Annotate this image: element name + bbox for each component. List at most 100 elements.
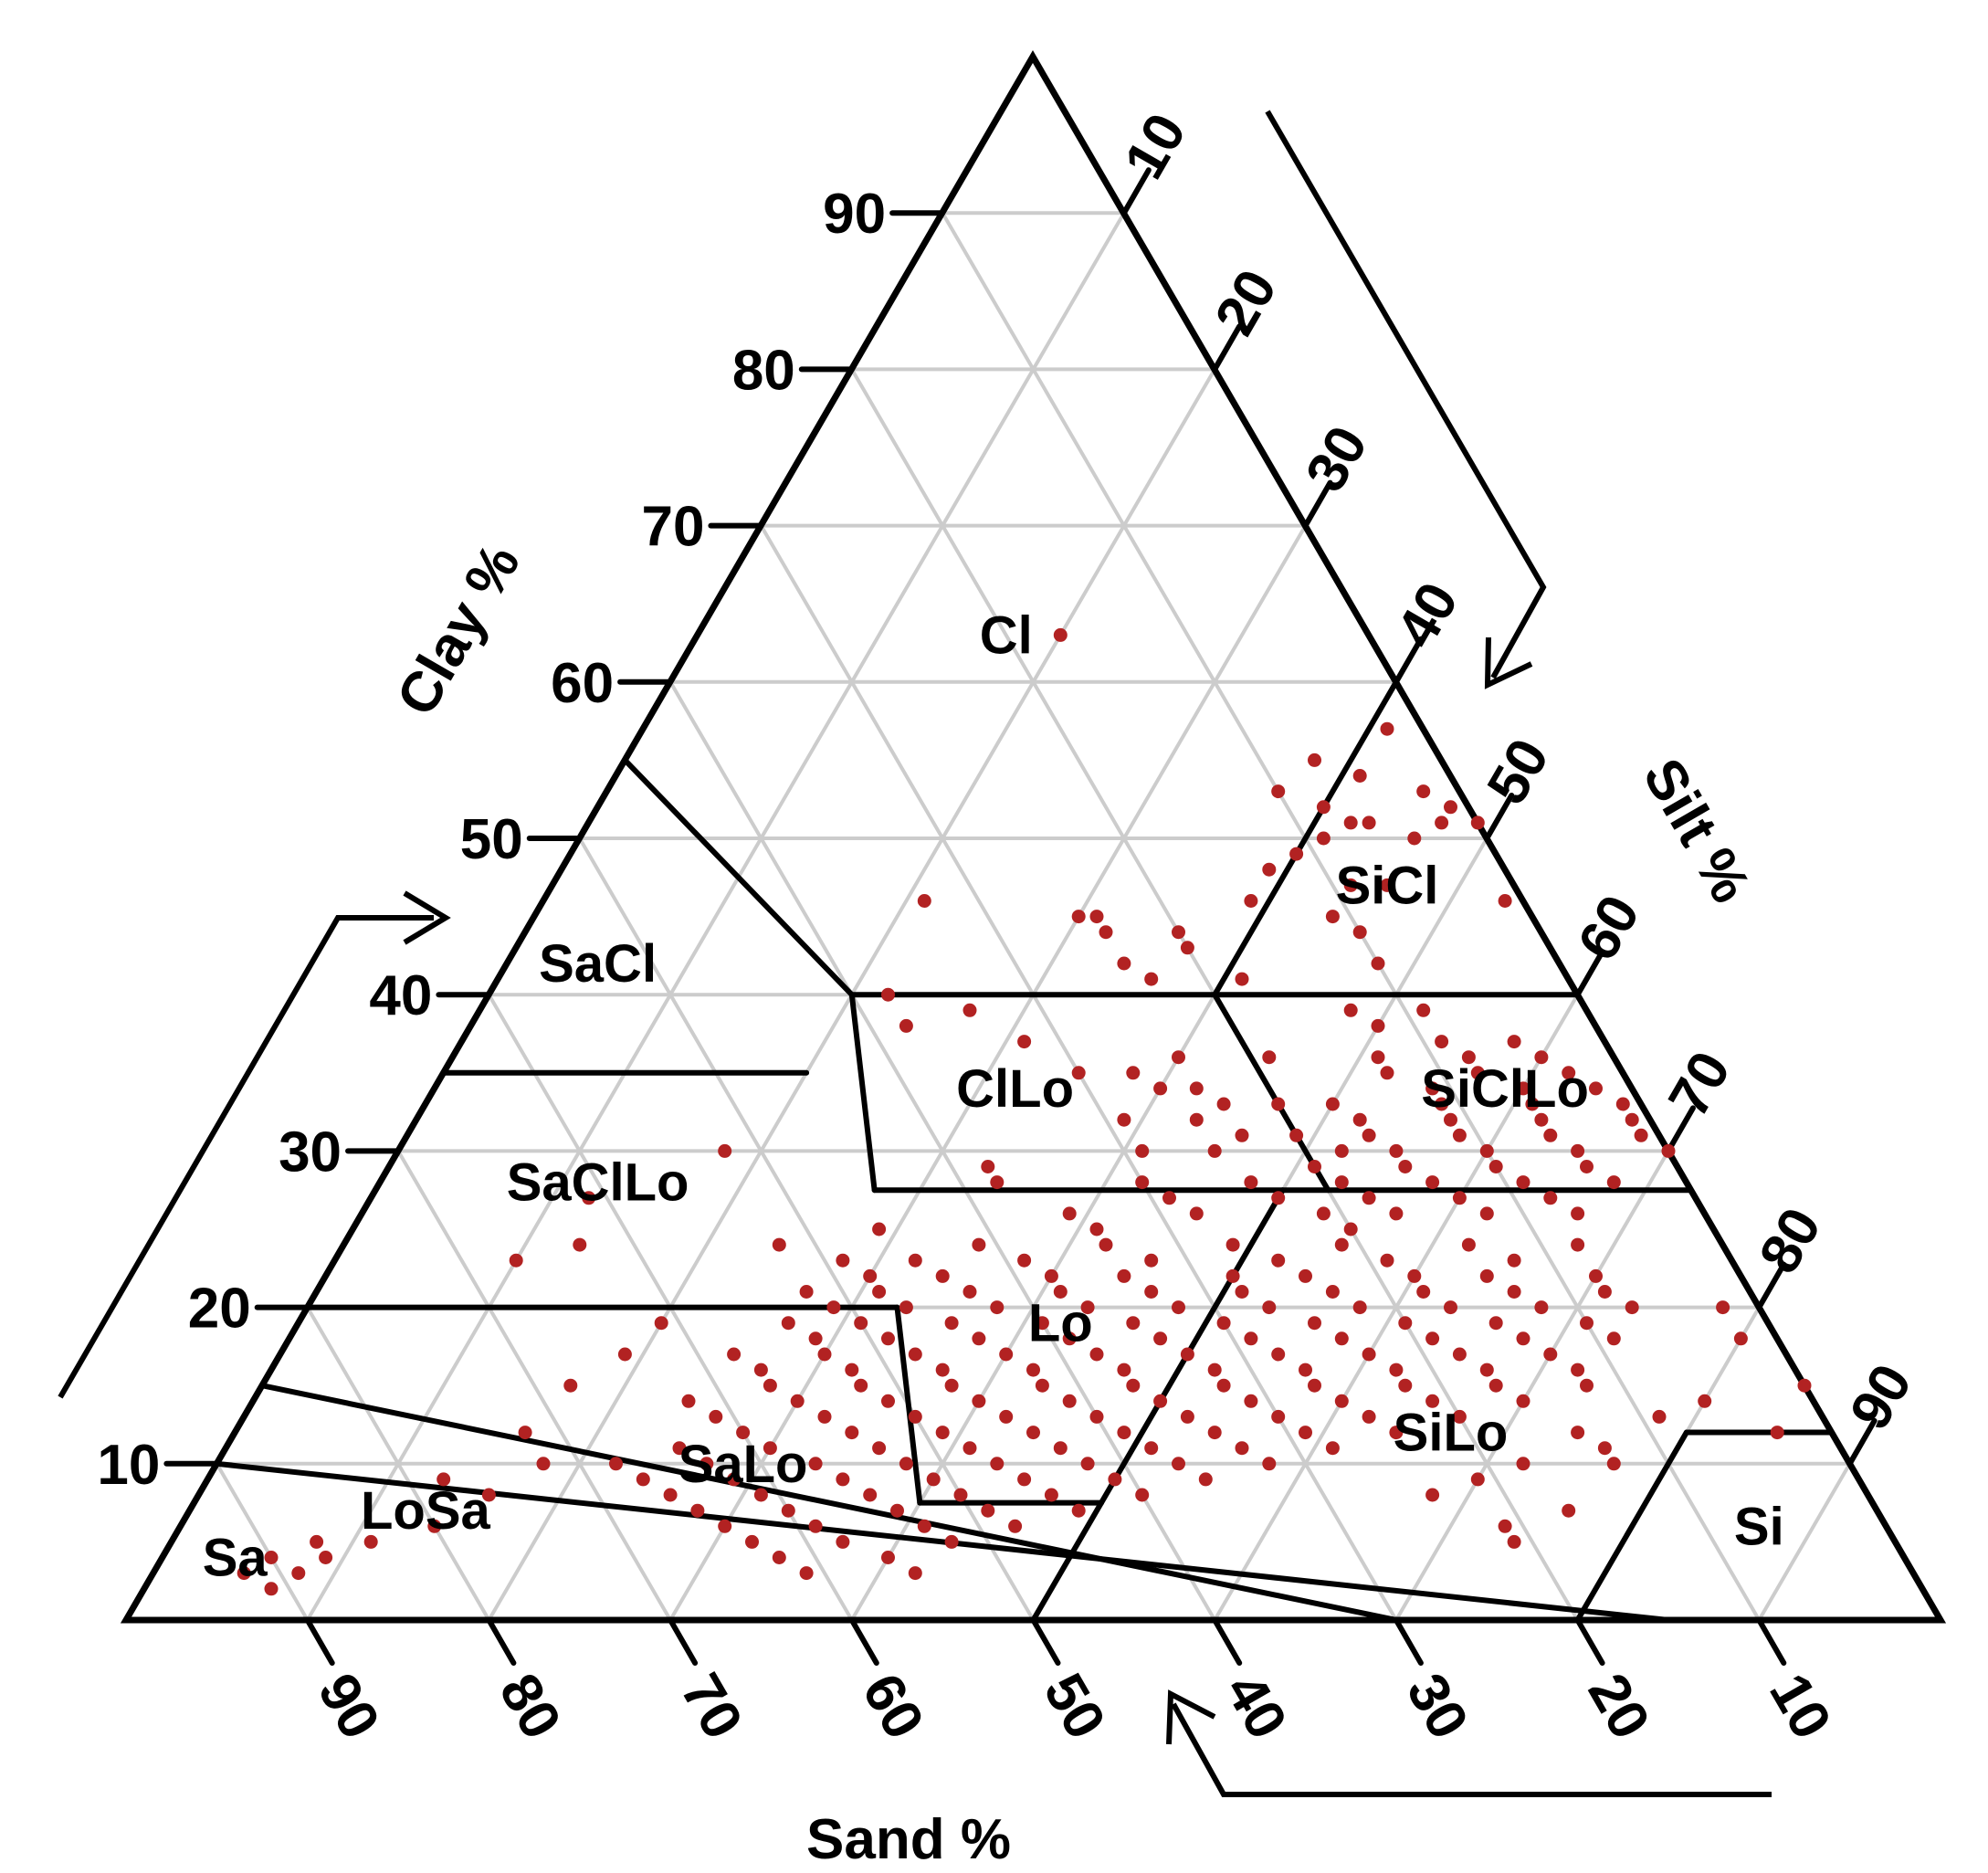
data-point — [1271, 1409, 1286, 1424]
data-point — [917, 1519, 931, 1533]
silt-tick — [1665, 1105, 1696, 1154]
data-point — [1407, 831, 1422, 846]
data-point — [990, 1300, 1005, 1315]
data-point — [1262, 1050, 1277, 1065]
data-point — [1470, 1472, 1485, 1487]
data-point — [1352, 769, 1367, 783]
data-point — [1153, 1394, 1168, 1408]
sand-tick-label: 30 — [1394, 1664, 1480, 1750]
class-boundary-line — [1212, 992, 1331, 1194]
data-point — [1244, 894, 1258, 908]
data-point — [1571, 1143, 1585, 1158]
data-point — [363, 1534, 378, 1549]
data-point — [817, 1347, 832, 1362]
data-point — [672, 1441, 687, 1456]
data-point — [1144, 972, 1159, 986]
data-point — [1371, 956, 1385, 971]
data-point — [736, 1426, 751, 1440]
silt-tick-label: 90 — [1838, 1354, 1924, 1440]
data-point — [699, 1457, 714, 1471]
data-point — [881, 1331, 895, 1346]
silt-tick — [1302, 479, 1333, 529]
data-point — [1407, 1268, 1422, 1283]
grid-line-sand — [305, 1305, 491, 1622]
data-point — [1479, 1206, 1494, 1221]
data-point — [1135, 1143, 1150, 1158]
silt-tick-label: 40 — [1384, 573, 1470, 658]
clay-tick-label: 70 — [641, 496, 704, 559]
data-point — [1571, 1363, 1585, 1377]
data-point — [509, 1253, 523, 1268]
data-point — [1362, 815, 1376, 830]
silt-tick — [1393, 636, 1424, 685]
data-point — [1562, 1503, 1576, 1518]
data-point — [427, 1519, 442, 1533]
data-point — [1571, 1206, 1585, 1221]
silt-tick — [1846, 1417, 1878, 1467]
clay-tick-label: 10 — [97, 1434, 160, 1497]
data-point — [1334, 1237, 1349, 1252]
data-point — [1425, 1488, 1440, 1502]
data-point — [753, 1363, 768, 1377]
data-point — [1716, 1300, 1730, 1315]
data-point — [1126, 1378, 1141, 1393]
data-point — [1589, 1081, 1603, 1096]
data-point — [899, 1018, 913, 1033]
data-point — [1235, 1285, 1249, 1299]
data-point — [908, 1409, 922, 1424]
data-point — [1362, 1128, 1376, 1142]
data-point — [1080, 1300, 1095, 1315]
data-point — [1652, 1409, 1667, 1424]
silt-tick-label: 10 — [1112, 103, 1198, 189]
sand-tick-label: 90 — [306, 1664, 392, 1750]
data-point — [1062, 1394, 1077, 1408]
data-point — [1571, 1426, 1585, 1440]
data-point — [1216, 1316, 1231, 1331]
grid-line-sand — [941, 211, 1762, 1622]
data-point — [1452, 1347, 1467, 1362]
data-point — [1271, 1191, 1286, 1205]
data-point — [1207, 1363, 1222, 1377]
data-point — [1416, 1285, 1431, 1299]
silt-tick-label: 80 — [1748, 1197, 1834, 1283]
data-point — [1325, 910, 1340, 924]
data-point — [1698, 1394, 1712, 1408]
data-point — [890, 1503, 904, 1518]
data-point — [1470, 815, 1485, 830]
data-point — [1035, 1378, 1049, 1393]
sand-tick — [486, 1617, 517, 1666]
data-point — [1398, 1378, 1413, 1393]
data-point — [1334, 1331, 1349, 1346]
data-point — [1362, 1191, 1376, 1205]
data-point — [291, 1566, 306, 1581]
data-point — [854, 1316, 868, 1331]
data-point — [718, 1143, 732, 1158]
data-point — [917, 894, 931, 908]
data-point — [1162, 1191, 1176, 1205]
data-point — [1235, 1128, 1249, 1142]
data-point — [1606, 1331, 1621, 1346]
data-point — [1507, 1534, 1521, 1549]
data-point — [437, 1472, 451, 1487]
data-point — [1380, 878, 1394, 892]
data-point — [1117, 1268, 1131, 1283]
grid-line-sand — [396, 1149, 673, 1622]
data-point — [1316, 1206, 1331, 1221]
data-point — [808, 1457, 823, 1471]
grid-line-silt — [305, 211, 1126, 1622]
data-point — [981, 1160, 995, 1173]
data-point — [1625, 1112, 1639, 1127]
data-point — [1235, 972, 1249, 986]
silt-tick — [1574, 949, 1605, 998]
clay-tick-label: 30 — [279, 1121, 342, 1184]
silt-tick-label: 20 — [1204, 259, 1289, 345]
data-point — [1172, 1050, 1185, 1065]
clay-tick-label: 20 — [188, 1278, 251, 1341]
data-point — [1498, 894, 1512, 908]
data-point — [264, 1551, 279, 1564]
data-point — [1117, 956, 1131, 971]
data-point — [1488, 1316, 1503, 1331]
data-point — [1470, 1066, 1485, 1080]
data-point — [663, 1488, 678, 1502]
